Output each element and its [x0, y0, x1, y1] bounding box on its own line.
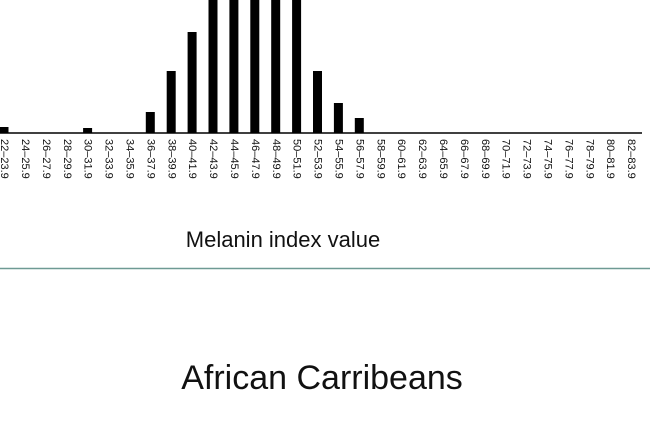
x-tick-label: 48–49.9 — [270, 139, 282, 179]
x-tick-label: 46–47.9 — [249, 139, 261, 179]
x-axis-label: Melanin index value — [186, 227, 380, 252]
x-tick-label: 76–77.9 — [562, 139, 574, 179]
x-tick-label: 72–73.9 — [521, 139, 533, 179]
x-tick-label: 58–59.9 — [374, 139, 386, 179]
x-tick-label: 52–53.9 — [312, 139, 324, 179]
bar — [208, 0, 218, 133]
x-tick-label: 74–75.9 — [541, 139, 553, 179]
x-tick-label: 80–81.9 — [604, 139, 616, 179]
x-tick-label: 32–33.9 — [103, 139, 115, 179]
bar — [0, 127, 9, 133]
x-tick-label: 60–61.9 — [395, 139, 407, 179]
x-tick-label: 64–65.9 — [437, 139, 449, 179]
x-tick-label: 78–79.9 — [583, 139, 595, 179]
x-tick-label: 82–83.9 — [625, 139, 637, 179]
bar — [271, 0, 281, 133]
x-tick-label: 66–67.9 — [458, 139, 470, 179]
bar — [229, 0, 239, 133]
x-tick-label: 50–51.9 — [291, 139, 303, 179]
bar — [313, 71, 322, 133]
x-tick-label: 30–31.9 — [82, 139, 94, 179]
bar — [333, 103, 343, 133]
x-tick-label: 70–71.9 — [500, 139, 512, 179]
x-tick-label: 22–23.9 — [0, 139, 10, 179]
x-tick-label: 24–25.9 — [19, 139, 31, 179]
x-tick-label: 62–63.9 — [416, 139, 428, 179]
bar — [354, 118, 364, 133]
x-tick-label: 26–27.9 — [40, 139, 52, 179]
x-tick-label: 40–41.9 — [186, 139, 198, 179]
chart-title: African Carribeans — [181, 359, 463, 397]
bar — [145, 112, 155, 133]
x-tick-label: 56–57.9 — [353, 139, 365, 179]
bar — [292, 0, 302, 133]
x-tick-label: 42–43.9 — [207, 139, 219, 179]
x-tick-label: 54–55.9 — [332, 139, 344, 179]
bar — [83, 128, 93, 133]
x-tick-label: 38–39.9 — [165, 139, 177, 179]
bar — [250, 0, 260, 133]
plot-area — [0, 0, 364, 133]
bar — [187, 32, 197, 133]
x-tick-label: 34–35.9 — [123, 139, 135, 179]
x-tick-label: 68–69.9 — [479, 139, 491, 179]
x-tick-label: 36–37.9 — [144, 139, 156, 179]
x-tick-label: 28–29.9 — [61, 139, 73, 179]
x-tick-label: 44–45.9 — [228, 139, 240, 179]
bar — [166, 71, 176, 133]
